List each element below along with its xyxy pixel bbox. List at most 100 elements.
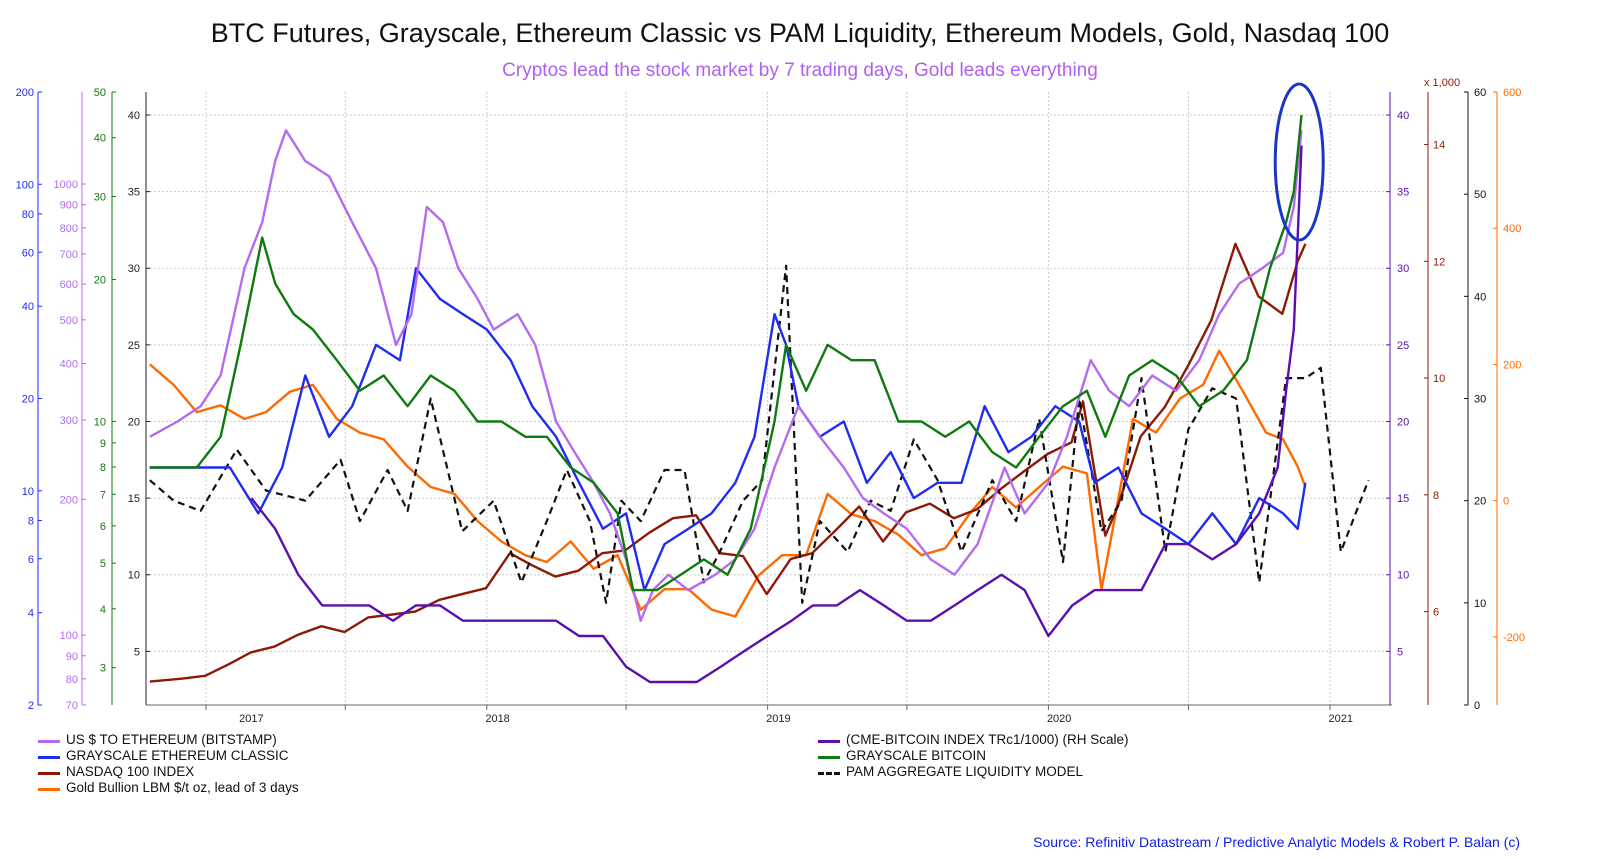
- cme_axis-tick-label: 35: [1397, 187, 1409, 199]
- gbtc_axis-tick-label: 10: [94, 416, 106, 428]
- gold_axis-tick-label: 200: [1503, 359, 1521, 371]
- chart-subtitle: Cryptos lead the stock market by 7 tradi…: [502, 60, 1098, 81]
- legend-swatch-gbtc: [818, 756, 840, 759]
- cme_axis-tick-label: 40: [1397, 110, 1409, 122]
- series-line-ethereum: [149, 129, 1303, 622]
- legend-swatch-pam: [818, 772, 840, 775]
- gold_axis-tick-label: 600: [1503, 87, 1521, 99]
- nasdaq_axis-tick-label: 10: [1433, 373, 1445, 385]
- left_main-tick-label: 5: [134, 646, 140, 658]
- etc_axis-tick-label: 200: [16, 87, 34, 99]
- cme_axis-tick-label: 20: [1397, 416, 1409, 428]
- eth_axis-tick-label: 1000: [54, 179, 78, 191]
- gold_axis-tick-label: 400: [1503, 223, 1521, 235]
- eth_axis-tick-label: 300: [60, 415, 78, 427]
- left_main-tick-label: 10: [128, 570, 140, 582]
- left_main-tick-label: 35: [128, 187, 140, 199]
- legend-swatch-etc: [38, 756, 60, 759]
- nasdaq_axis-tick-label: 6: [1433, 607, 1439, 619]
- gbtc_axis-tick-label: 20: [94, 274, 106, 286]
- etc_axis-tick-label: 10: [22, 486, 34, 498]
- pam_axis-tick-label: 30: [1474, 394, 1486, 406]
- legend-label-gbtc: GRAYSCALE BITCOIN: [846, 748, 987, 763]
- gbtc_axis-tick-label: 8: [100, 462, 106, 474]
- left_main-tick-label: 40: [128, 110, 140, 122]
- legend-label-ethereum: US $ TO ETHEREUM (BITSTAMP): [66, 732, 277, 747]
- eth_axis-tick-label: 100: [60, 630, 78, 642]
- etc_axis-tick-label: 100: [16, 179, 34, 191]
- nasdaq_axis-unit-label: x 1,000: [1424, 77, 1460, 89]
- series-line-gold: [149, 349, 1307, 618]
- etc_axis-tick-label: 6: [28, 554, 34, 566]
- chart-title: BTC Futures, Grayscale, Ethereum Classic…: [210, 18, 1390, 48]
- series-line-cme: [250, 145, 1303, 684]
- eth_axis-tick-label: 70: [66, 700, 78, 712]
- gbtc_axis-tick-label: 5: [100, 558, 106, 570]
- legend-label-etc: GRAYSCALE ETHEREUM CLASSIC: [66, 748, 289, 763]
- etc_axis-tick-label: 20: [22, 394, 34, 406]
- series-line-etc: [149, 267, 1307, 592]
- cme_axis-tick-label: 15: [1397, 493, 1409, 505]
- x-tick-label: 2020: [1047, 713, 1071, 725]
- gbtc_axis-tick-label: 9: [100, 438, 106, 450]
- etc_axis-tick-label: 2: [28, 700, 34, 712]
- gbtc_axis-tick-label: 30: [94, 192, 106, 204]
- nasdaq_axis-tick-label: 8: [1433, 490, 1439, 502]
- gbtc_axis-tick-label: 6: [100, 521, 106, 533]
- pam_axis-tick-label: 60: [1474, 87, 1486, 99]
- etc_axis-tick-label: 8: [28, 515, 34, 527]
- annotation-ellipse: [1273, 82, 1325, 242]
- nasdaq_axis-tick-label: 12: [1433, 256, 1445, 268]
- etc_axis-tick-label: 80: [22, 209, 34, 221]
- legend-swatch-cme: [818, 740, 840, 743]
- gbtc_axis-tick-label: 50: [94, 87, 106, 99]
- eth_axis-tick-label: 500: [60, 315, 78, 327]
- legend-label-gold: Gold Bullion LBM $/t oz, lead of 3 days: [66, 780, 299, 795]
- legend-swatch-ethereum: [38, 740, 60, 743]
- gbtc_axis-tick-label: 7: [100, 489, 106, 501]
- pam_axis-tick-label: 10: [1474, 598, 1486, 610]
- eth_axis-tick-label: 800: [60, 223, 78, 235]
- cme_axis-tick-label: 5: [1397, 646, 1403, 658]
- chart-source: Source: Refinitiv Datastream / Predictiv…: [1033, 834, 1520, 850]
- legend-label-pam: PAM AGGREGATE LIQUIDITY MODEL: [846, 764, 1084, 779]
- cme_axis-tick-label: 25: [1397, 340, 1409, 352]
- cme_axis-tick-label: 10: [1397, 570, 1409, 582]
- gold_axis-tick-label: 0: [1503, 496, 1509, 508]
- legend-label-cme: (CME-BITCOIN INDEX TRc1/1000) (RH Scale): [846, 732, 1129, 747]
- x-tick-label: 2018: [485, 713, 509, 725]
- eth_axis-tick-label: 600: [60, 279, 78, 291]
- x-tick-label: 2021: [1329, 713, 1353, 725]
- pam_axis-tick-label: 0: [1474, 700, 1480, 712]
- gbtc_axis-tick-label: 40: [94, 133, 106, 145]
- pam_axis-tick-label: 40: [1474, 291, 1486, 303]
- x-tick-label: 2019: [766, 713, 790, 725]
- eth_axis-tick-label: 90: [66, 651, 78, 663]
- x-tick-label: 2017: [239, 713, 263, 725]
- left_main-tick-label: 20: [128, 416, 140, 428]
- gbtc_axis-tick-label: 3: [100, 663, 106, 675]
- series-line-pam: [149, 264, 1370, 604]
- pam_axis-tick-label: 50: [1474, 189, 1486, 201]
- gbtc_axis-tick-label: 4: [100, 604, 106, 616]
- cme_axis-tick-label: 30: [1397, 263, 1409, 275]
- legend-swatch-gold: [38, 788, 60, 791]
- series-line-nasdaq: [149, 242, 1307, 683]
- etc_axis-tick-label: 40: [22, 301, 34, 313]
- left_main-tick-label: 15: [128, 493, 140, 505]
- etc_axis-tick-label: 60: [22, 247, 34, 259]
- series-line-gbtc: [149, 114, 1303, 592]
- eth_axis-tick-label: 200: [60, 494, 78, 506]
- eth_axis-tick-label: 700: [60, 249, 78, 261]
- legend-swatch-nasdaq: [38, 772, 60, 775]
- gold_axis-tick-label: -200: [1503, 632, 1525, 644]
- pam_axis-tick-label: 20: [1474, 496, 1486, 508]
- eth_axis-tick-label: 900: [60, 200, 78, 212]
- etc_axis-tick-label: 4: [28, 608, 34, 620]
- legend-label-nasdaq: NASDAQ 100 INDEX: [66, 764, 195, 779]
- eth_axis-tick-label: 400: [60, 359, 78, 371]
- left_main-tick-label: 30: [128, 263, 140, 275]
- nasdaq_axis-tick-label: 14: [1433, 140, 1445, 152]
